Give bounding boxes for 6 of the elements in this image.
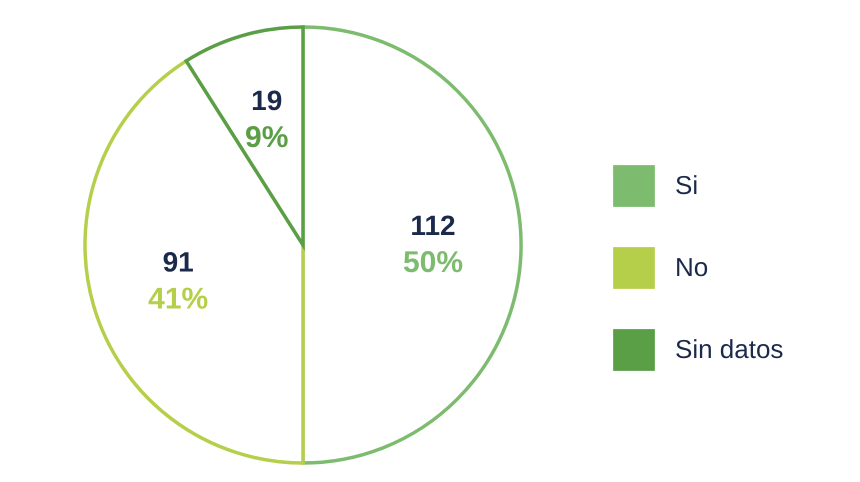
legend-label: Sin datos	[675, 334, 784, 364]
text: 91 41%	[148, 246, 208, 316]
legend-label: Si	[675, 170, 698, 200]
text: 19 9%	[245, 85, 288, 154]
legend-label: No	[675, 252, 708, 282]
text: 112 50%	[402, 210, 464, 279]
